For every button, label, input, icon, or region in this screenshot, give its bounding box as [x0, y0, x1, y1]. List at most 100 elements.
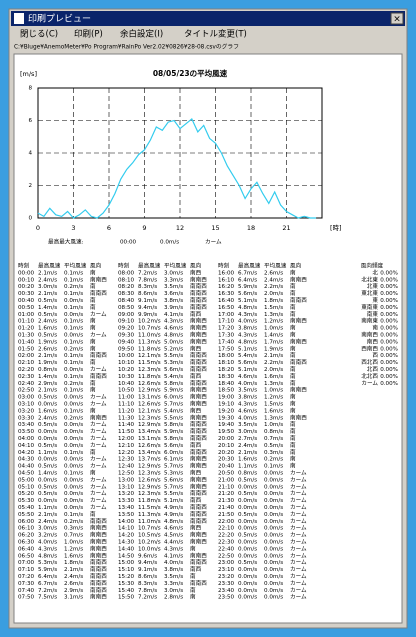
table-cell: 23:20 [218, 574, 235, 580]
table-cell: 1.8m/s [264, 298, 283, 304]
table-cell: 南南西 [90, 351, 107, 359]
table-cell: 5.7m/s [164, 464, 183, 470]
table-cell: 07:00 [18, 560, 35, 566]
table-cell: 15:20 [118, 574, 135, 580]
table-cell: 13:00 [118, 477, 135, 483]
table-cell: 10:30 [118, 374, 135, 380]
table-cell: 21:30 [218, 498, 235, 504]
table-cell: 05:40 [18, 505, 35, 511]
table-cell: 20:30 [218, 457, 235, 463]
frequency-value: 0.00% [380, 312, 398, 318]
table-cell: 2.0m/s [264, 367, 283, 373]
table-cell: 08:30 [118, 291, 135, 297]
table-cell: 南南西 [190, 282, 207, 290]
frequency-value: 0.00% [380, 346, 398, 352]
table-cell: 4.8m/s [38, 553, 57, 559]
table-cell: 0.0m/s [264, 512, 283, 518]
frequency-value: 0.00% [380, 374, 398, 380]
table-cell: 南南西 [90, 544, 107, 552]
table-cell: 4.5m/s [164, 533, 183, 539]
table-cell: 5.0m/s [164, 339, 183, 345]
table-cell: 21:40 [218, 505, 235, 511]
table-cell: 0.3m/s [264, 450, 283, 456]
table-cell: 0.5m/s [38, 491, 57, 497]
close-label[interactable]: × [393, 15, 401, 25]
y-axis-label: [m/s] [20, 70, 37, 78]
table-cell: 0.1m/s [64, 319, 83, 325]
table-cell: カーム [290, 483, 307, 490]
table-cell: 10.5m/s [138, 533, 161, 539]
table-cell: 3.0m/s [238, 429, 257, 435]
table-cell: 南 [90, 469, 96, 477]
table-cell: 4.1m/s [164, 553, 183, 559]
table-cell: 12.3m/s [138, 471, 161, 477]
table-cell: 0.5m/s [38, 422, 57, 428]
table-cell: 19:30 [218, 415, 235, 421]
table-cell: 4.6m/s [164, 526, 183, 532]
frequency-direction: 東南東 [361, 303, 378, 311]
table-cell: 6.0m/s [164, 395, 183, 401]
table-header: 平均風速 [264, 262, 287, 270]
table-cell: 南 [290, 448, 296, 456]
table-cell: 06:40 [18, 546, 35, 552]
frequency-value: 0.00% [380, 284, 398, 290]
table-cell: 1.2m/s [264, 319, 283, 325]
table-cell: 3.1m/s [64, 595, 83, 601]
table-cell: 南西 [190, 406, 202, 414]
table-cell: 南西 [190, 496, 202, 504]
table-cell: 3.5m/s [238, 422, 257, 428]
x-tick-label: 12 [176, 224, 184, 232]
frequency-direction: カーム [361, 380, 378, 387]
table-cell: 0.0m/s [264, 574, 283, 580]
table-cell: 11.5m/s [138, 360, 161, 366]
table-cell: 03:10 [18, 402, 35, 408]
table-cell: 5.9m/s [164, 429, 183, 435]
table-cell: 1.2m/s [264, 395, 283, 401]
table-cell: 0.5m/s [38, 333, 57, 339]
table-header: 最高風速 [138, 262, 161, 270]
chart-title: 08/05/23の平均風速 [153, 68, 228, 78]
table-cell: 0.1m/s [64, 512, 83, 518]
table-cell: 12:50 [118, 471, 135, 477]
menu-item[interactable]: 閉じる(C) [20, 30, 58, 40]
table-cell: 12.9m/s [138, 422, 161, 428]
table-cell: 01:10 [18, 319, 35, 325]
menu-item[interactable]: 印刷(P) [74, 29, 103, 40]
table-cell: 04:20 [18, 450, 35, 456]
table-cell: 8.6m/s [138, 574, 157, 580]
table-cell: 4.3m/s [164, 319, 183, 325]
table-cell: 4.4m/s [164, 540, 183, 546]
menu-item[interactable]: 余白設定(I) [120, 29, 163, 40]
table-cell: 0.0m/s [238, 519, 257, 525]
table-cell: 4.8m/s [164, 519, 183, 525]
table-cell: 南南西 [190, 420, 207, 428]
table-cell: 11.0m/s [138, 519, 161, 525]
table-cell: 5.9m/s [238, 284, 257, 290]
table-cell: 9.9m/s [138, 312, 157, 318]
table-cell: 0.0m/s [264, 588, 283, 594]
table-cell: 0.0m/s [264, 595, 283, 601]
table-cell: 南南西 [190, 455, 207, 463]
table-cell: 0.0m/s [264, 484, 283, 490]
table-cell: 4.1m/s [164, 312, 183, 318]
menu-item[interactable]: タイトル変更(T) [184, 29, 247, 40]
table-cell: 6.1m/s [164, 457, 183, 463]
table-cell: カーム [290, 511, 307, 518]
table-cell: 19:10 [218, 402, 235, 408]
table-cell: 14:20 [118, 533, 135, 539]
table-cell: 05:50 [18, 512, 35, 518]
table-cell: 0.0m/s [38, 429, 57, 435]
page [13, 53, 403, 624]
table-cell: 1.0m/s [264, 388, 283, 394]
close-button[interactable] [390, 12, 404, 25]
table-cell: 2.1m/s [264, 353, 283, 359]
table-cell: 11.8m/s [138, 498, 161, 504]
table-cell: 19:00 [218, 395, 235, 401]
table-cell: 0.5m/s [238, 477, 257, 483]
table-cell: 南 [290, 462, 296, 470]
table-cell: 南 [90, 358, 96, 366]
table-cell: 南南西 [90, 531, 107, 539]
table-cell: 南 [90, 337, 96, 345]
table-cell: 0.0m/s [238, 595, 257, 601]
table-cell: 13.4m/s [138, 450, 161, 456]
